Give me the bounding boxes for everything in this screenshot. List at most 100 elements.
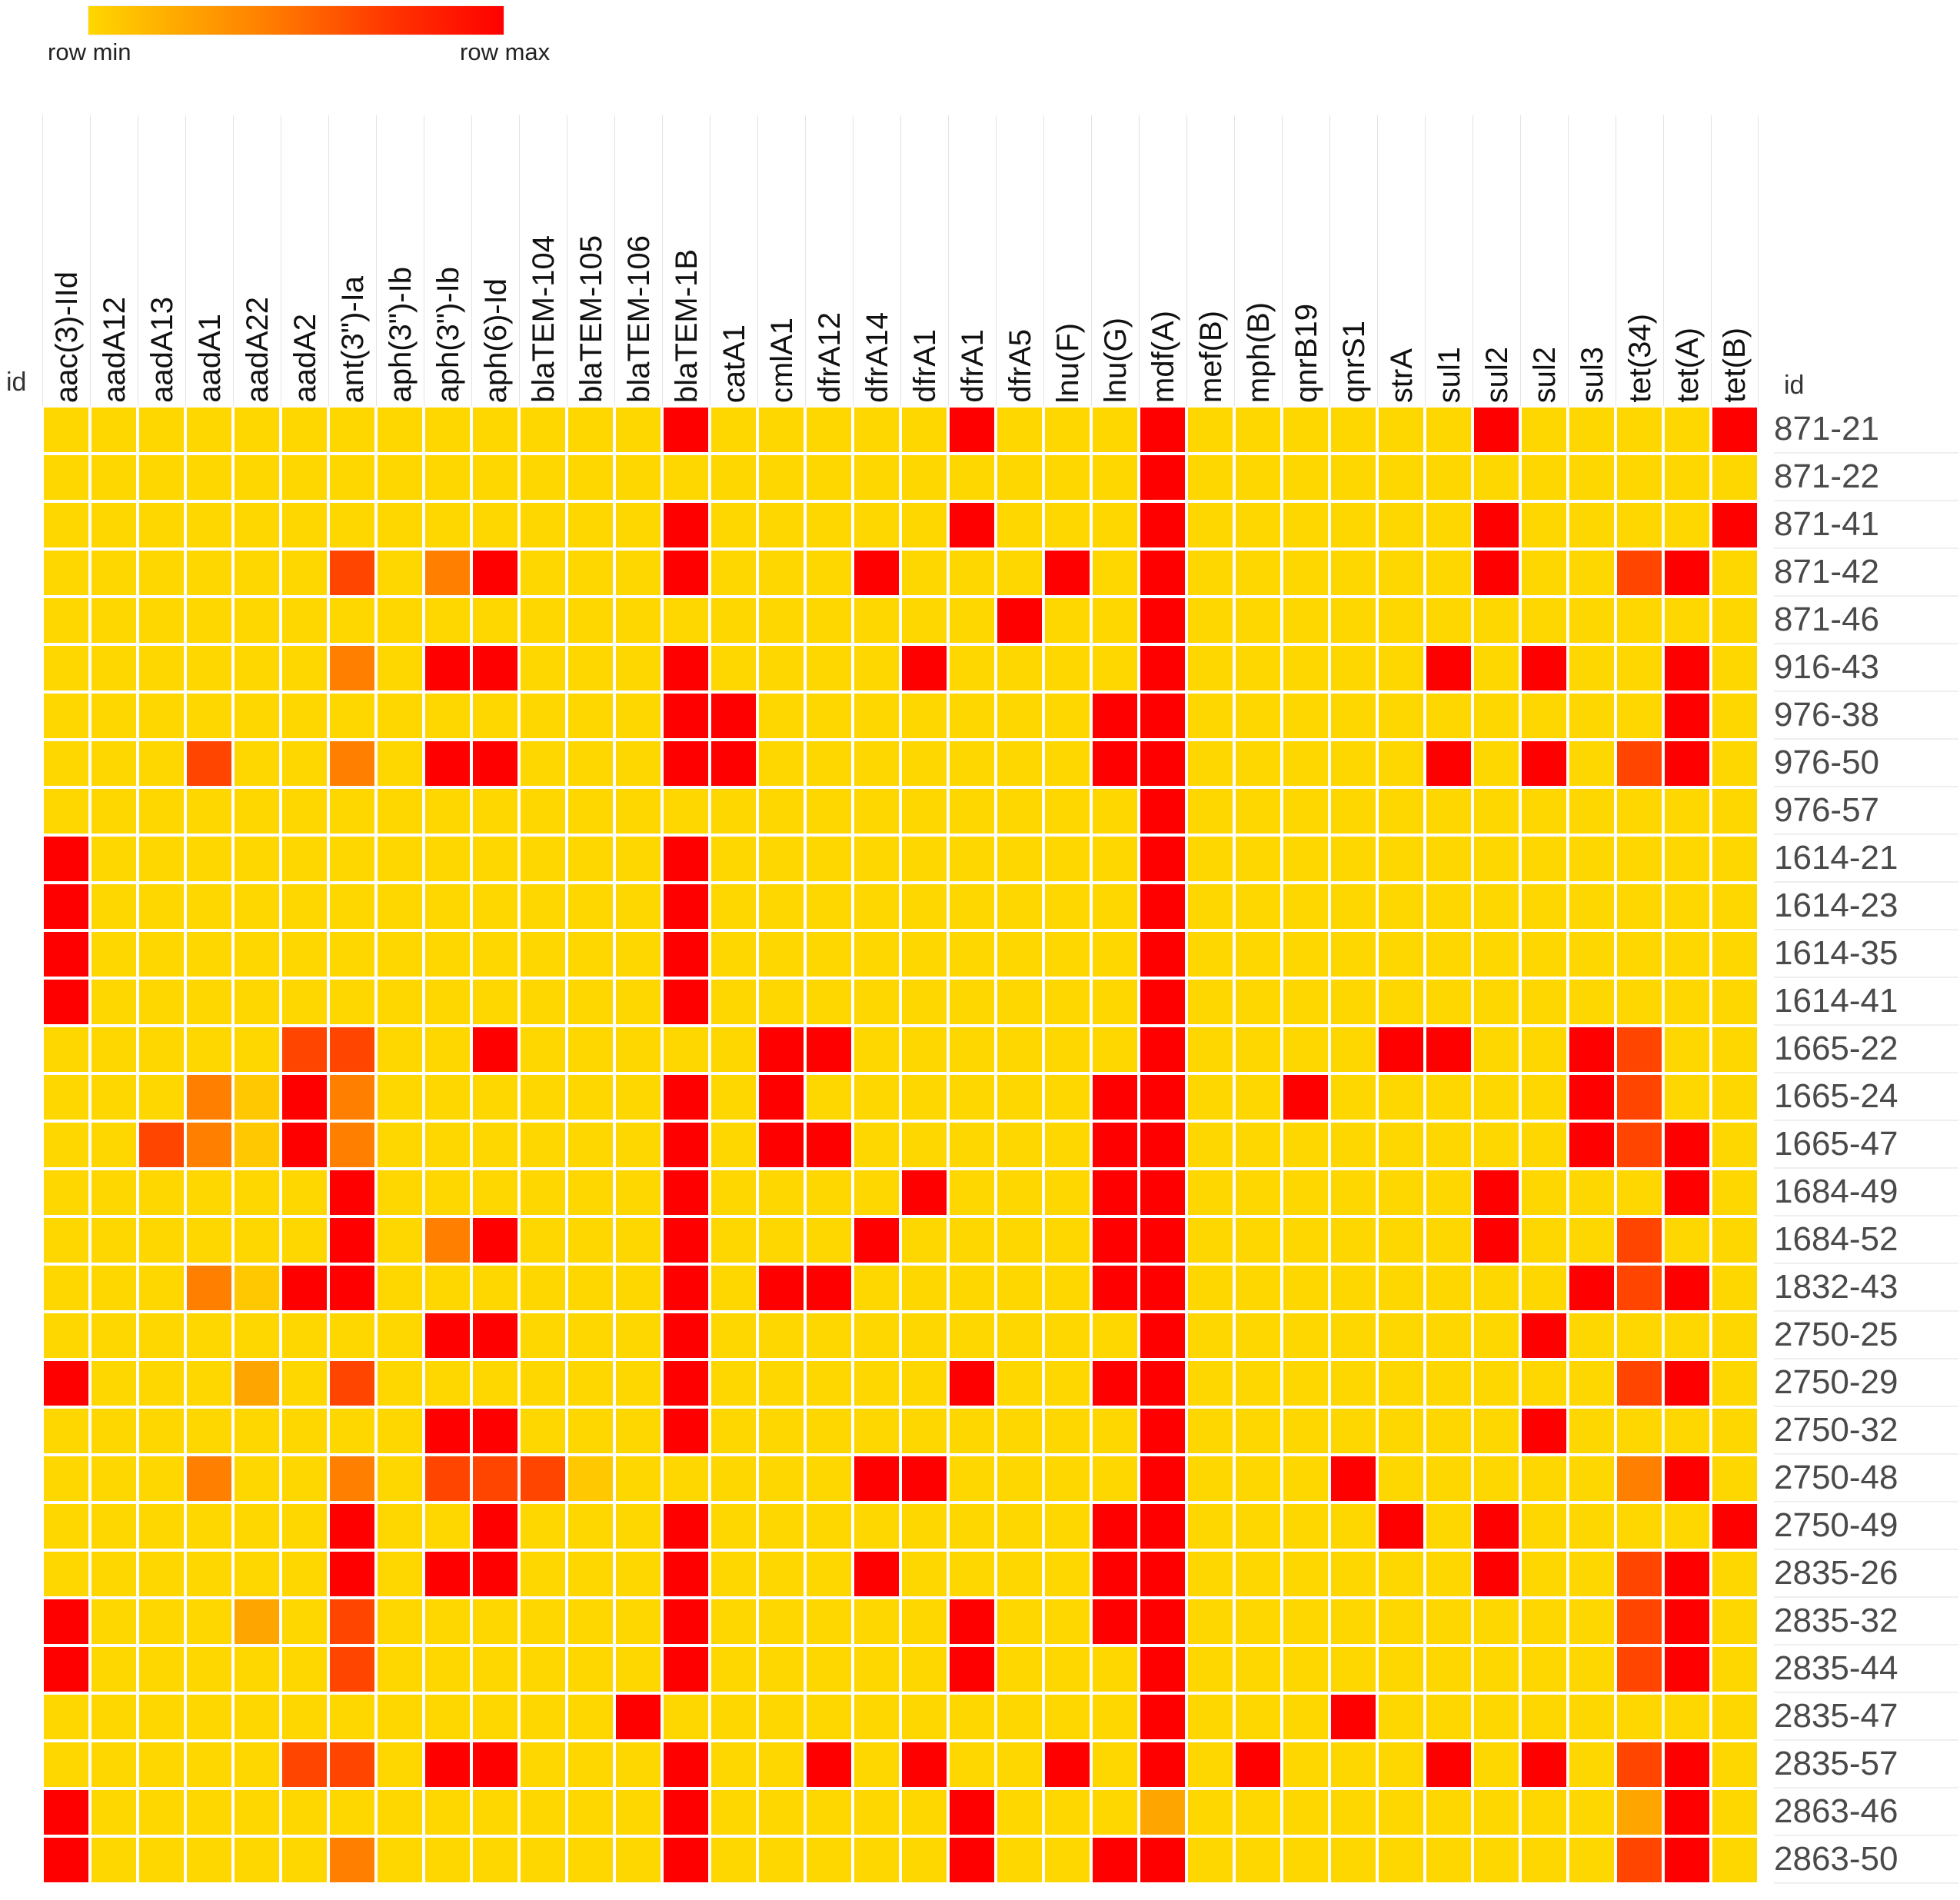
heatmap-cell xyxy=(471,1216,519,1264)
heatmap-cell xyxy=(233,1169,281,1216)
heatmap-cell xyxy=(996,1121,1043,1169)
heatmap-cell xyxy=(614,1693,662,1741)
heatmap-cell xyxy=(1377,1121,1425,1169)
heatmap-cell xyxy=(757,1598,805,1645)
heatmap-cell xyxy=(376,1216,424,1264)
heatmap-cell xyxy=(1616,883,1663,930)
heatmap-cell xyxy=(1377,1359,1425,1407)
heatmap-cell xyxy=(281,787,328,835)
heatmap-cell xyxy=(1663,454,1711,501)
heatmap-cell xyxy=(567,1359,614,1407)
heatmap-cell xyxy=(1043,454,1091,501)
heatmap-row-871-41: 871-41 xyxy=(42,501,1958,549)
heatmap-cell xyxy=(853,835,900,883)
heatmap-cell xyxy=(1043,644,1091,692)
heatmap-cell xyxy=(1568,1216,1616,1264)
heatmap-cell xyxy=(1711,1550,1759,1598)
heatmap-cell xyxy=(1711,787,1759,835)
heatmap-cell xyxy=(233,1407,281,1455)
column-header-label: mph(B) xyxy=(1241,301,1276,403)
heatmap-cell xyxy=(662,1550,710,1598)
heatmap-cell xyxy=(1329,454,1377,501)
heatmap-cell xyxy=(1568,883,1616,930)
heatmap-cell xyxy=(281,1502,328,1550)
heatmap-cell xyxy=(185,1216,233,1264)
heatmap-cell xyxy=(710,1789,757,1836)
heatmap-cell xyxy=(1663,692,1711,740)
column-header-label: blaTEM-104 xyxy=(526,235,561,403)
heatmap-cell xyxy=(853,454,900,501)
heatmap-cell xyxy=(233,1312,281,1359)
heatmap-cell xyxy=(1568,1789,1616,1836)
heatmap-cell xyxy=(1186,1789,1234,1836)
heatmap-cell xyxy=(853,1502,900,1550)
heatmap-cell xyxy=(1139,597,1186,644)
heatmap-cell xyxy=(805,1073,853,1121)
heatmap-cell xyxy=(1186,978,1234,1026)
heatmap-cell xyxy=(614,1741,662,1789)
heatmap-cell xyxy=(1425,978,1472,1026)
heatmap-cell xyxy=(1234,1645,1282,1693)
heatmap-cell xyxy=(138,1789,185,1836)
heatmap-cell xyxy=(710,1121,757,1169)
heatmap-cell xyxy=(424,1789,471,1836)
heatmap-cell xyxy=(805,597,853,644)
heatmap-cell xyxy=(1663,1359,1711,1407)
heatmap-cell xyxy=(662,501,710,549)
heatmap-cell xyxy=(1377,1502,1425,1550)
heatmap-cell xyxy=(1711,1264,1759,1312)
heatmap-cell xyxy=(42,1312,90,1359)
heatmap-cell xyxy=(424,454,471,501)
heatmap-cell xyxy=(233,597,281,644)
heatmap-cell xyxy=(1377,549,1425,597)
row-label: 871-22 xyxy=(1774,454,1958,501)
heatmap-cell xyxy=(1043,1216,1091,1264)
heatmap-cell xyxy=(1377,644,1425,692)
heatmap-cell xyxy=(996,1026,1043,1073)
heatmap-cell xyxy=(614,454,662,501)
heatmap-cell xyxy=(1616,1073,1663,1121)
heatmap-cell xyxy=(1472,1836,1520,1884)
heatmap-cell xyxy=(1663,1312,1711,1359)
heatmap-cell xyxy=(1568,1121,1616,1169)
heatmap-cell xyxy=(853,1216,900,1264)
heatmap-row-1614-35: 1614-35 xyxy=(42,930,1958,978)
heatmap-cell xyxy=(376,978,424,1026)
heatmap-cell xyxy=(1091,930,1139,978)
id-column-label-right: id xyxy=(1784,371,1805,400)
heatmap-cell xyxy=(1139,1741,1186,1789)
heatmap-cell xyxy=(1663,1121,1711,1169)
heatmap-cell xyxy=(805,978,853,1026)
heatmap-cell xyxy=(1043,1169,1091,1216)
heatmap-cell xyxy=(328,787,376,835)
heatmap-cell xyxy=(90,644,138,692)
heatmap-cell xyxy=(948,787,996,835)
heatmap-cell xyxy=(471,1789,519,1836)
heatmap-cell xyxy=(471,1359,519,1407)
heatmap-cell xyxy=(1091,406,1139,454)
heatmap-cell xyxy=(42,1741,90,1789)
heatmap-cell xyxy=(1043,978,1091,1026)
heatmap-cell xyxy=(233,1741,281,1789)
heatmap-cell xyxy=(996,692,1043,740)
heatmap-row-1614-21: 1614-21 xyxy=(42,835,1958,883)
heatmap-cell xyxy=(281,1312,328,1359)
heatmap-cell xyxy=(614,1550,662,1598)
heatmap-cell xyxy=(42,644,90,692)
heatmap-row-1832-43: 1832-43 xyxy=(42,1264,1958,1312)
heatmap-cell xyxy=(662,644,710,692)
heatmap-cell xyxy=(1234,740,1282,787)
heatmap-cell xyxy=(662,1026,710,1073)
heatmap-cell xyxy=(996,883,1043,930)
heatmap-cell xyxy=(1711,1359,1759,1407)
row-label: 871-21 xyxy=(1774,406,1958,454)
heatmap-cell xyxy=(710,1598,757,1645)
heatmap-cell xyxy=(662,1693,710,1741)
heatmap-cell xyxy=(1186,406,1234,454)
heatmap-cell xyxy=(1520,1073,1568,1121)
heatmap-cell xyxy=(1139,1169,1186,1216)
heatmap-cell xyxy=(567,501,614,549)
heatmap-cell xyxy=(42,406,90,454)
heatmap-cell xyxy=(1472,549,1520,597)
heatmap-cell xyxy=(90,1073,138,1121)
